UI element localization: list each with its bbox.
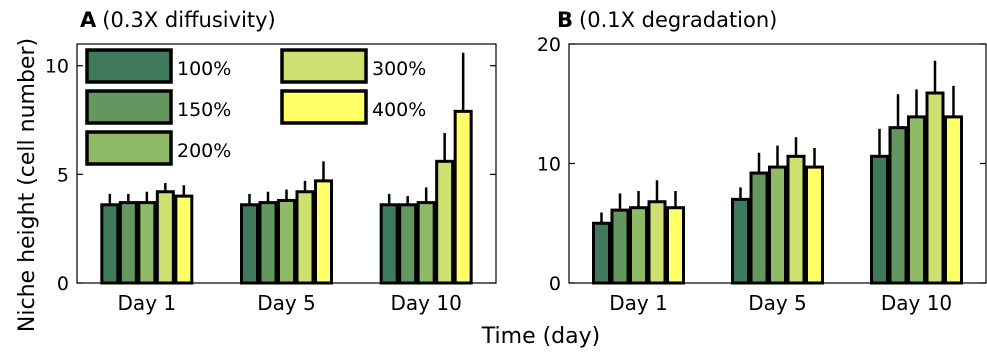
y-tick-label-b-1: 10 <box>537 154 561 176</box>
legend-swatch-300pct <box>280 48 368 84</box>
bar-b-day1-200pct <box>629 206 648 285</box>
bar-a-day5-150pct <box>258 201 278 285</box>
x-tick-label-a-1: Day 5 <box>257 291 316 315</box>
panel-a-title: A (0.3X diffusivity) <box>80 8 276 32</box>
x-tick-label-b-1: Day 5 <box>748 291 807 315</box>
panel-a-letter: A <box>80 8 97 32</box>
x-tick-label-a-0: Day 1 <box>118 291 177 315</box>
bar-a-day5-400pct <box>314 179 333 285</box>
bar-b-day10-150pct <box>888 126 908 285</box>
bar-b-day10-100pct <box>870 154 889 285</box>
legend-label-300pct: 300% <box>372 58 426 80</box>
bar-a-day1-300pct <box>155 190 175 285</box>
bar-b-day5-200pct <box>768 165 787 285</box>
y-axis-label: Niche height (cell number) <box>15 38 40 332</box>
bar-b-day10-400pct <box>944 115 963 285</box>
y-tick-label-a-1: 5 <box>57 164 69 186</box>
legend-label-100pct: 100% <box>177 58 231 80</box>
bar-a-day1-100pct <box>100 203 120 285</box>
bar-a-day10-300pct <box>435 159 455 285</box>
y-tick-label-a-0: 0 <box>57 273 69 295</box>
bar-a-day5-300pct <box>295 190 315 285</box>
bar-b-day5-300pct <box>786 154 806 285</box>
x-tick-label-a-2: Day 10 <box>391 291 462 315</box>
legend-swatch-200pct <box>85 130 173 166</box>
bar-a-day5-200pct <box>277 198 296 285</box>
legend-label-200pct: 200% <box>177 140 231 162</box>
bar-b-day1-300pct <box>647 200 667 285</box>
panel-a: A (0.3X diffusivity) Day 1 Day 5 Day 10 0 5 10 <box>45 8 497 315</box>
y-tick-label-b-2: 20 <box>537 34 561 56</box>
bar-b-day1-100pct <box>592 221 611 285</box>
plot-frame-a <box>76 43 497 284</box>
bar-b-day1-150pct <box>610 208 630 285</box>
bar-a-day1-150pct <box>118 201 138 285</box>
bar-a-day1-400pct <box>174 194 194 285</box>
legend-swatch-100pct <box>85 48 173 84</box>
x-axis-label: Time (day) <box>481 324 600 349</box>
legend: 100% 150% 200% 300% 400% <box>85 48 426 166</box>
legend-swatch-150pct <box>85 89 173 125</box>
x-tick-label-b-0: Day 1 <box>609 291 668 315</box>
panel-b-letter: B <box>557 8 573 32</box>
bar-a-day10-150pct <box>398 203 418 285</box>
legend-label-400pct: 400% <box>372 99 426 121</box>
bar-a-day10-400pct <box>453 109 473 285</box>
legend-label-150pct: 150% <box>177 99 231 121</box>
panel-b-title-text: (0.1X degradation) <box>579 8 777 32</box>
bar-b-day10-200pct <box>907 115 926 285</box>
bar-a-day1-200pct <box>137 201 157 285</box>
legend-swatch-400pct <box>280 89 368 125</box>
bar-a-day10-200pct <box>416 201 436 285</box>
y-tick-label-b-0: 0 <box>549 273 561 295</box>
bar-b-day5-400pct <box>805 165 824 285</box>
bar-b-day10-300pct <box>925 91 945 285</box>
panel-b: B (0.1X degradation) Day 1 Day 5 Day 10 0 10 2… <box>537 8 987 315</box>
panel-b-title: B (0.1X degradation) <box>557 8 777 32</box>
bar-b-day1-400pct <box>666 206 685 285</box>
bar-a-day10-100pct <box>379 203 399 285</box>
bar-b-day5-100pct <box>731 197 750 285</box>
bar-a-day5-100pct <box>240 203 259 285</box>
panel-a-title-text: (0.3X diffusivity) <box>102 8 276 32</box>
bar-b-day5-150pct <box>749 171 769 285</box>
x-tick-label-b-2: Day 10 <box>881 291 952 315</box>
y-tick-label-a-2: 10 <box>45 56 69 78</box>
